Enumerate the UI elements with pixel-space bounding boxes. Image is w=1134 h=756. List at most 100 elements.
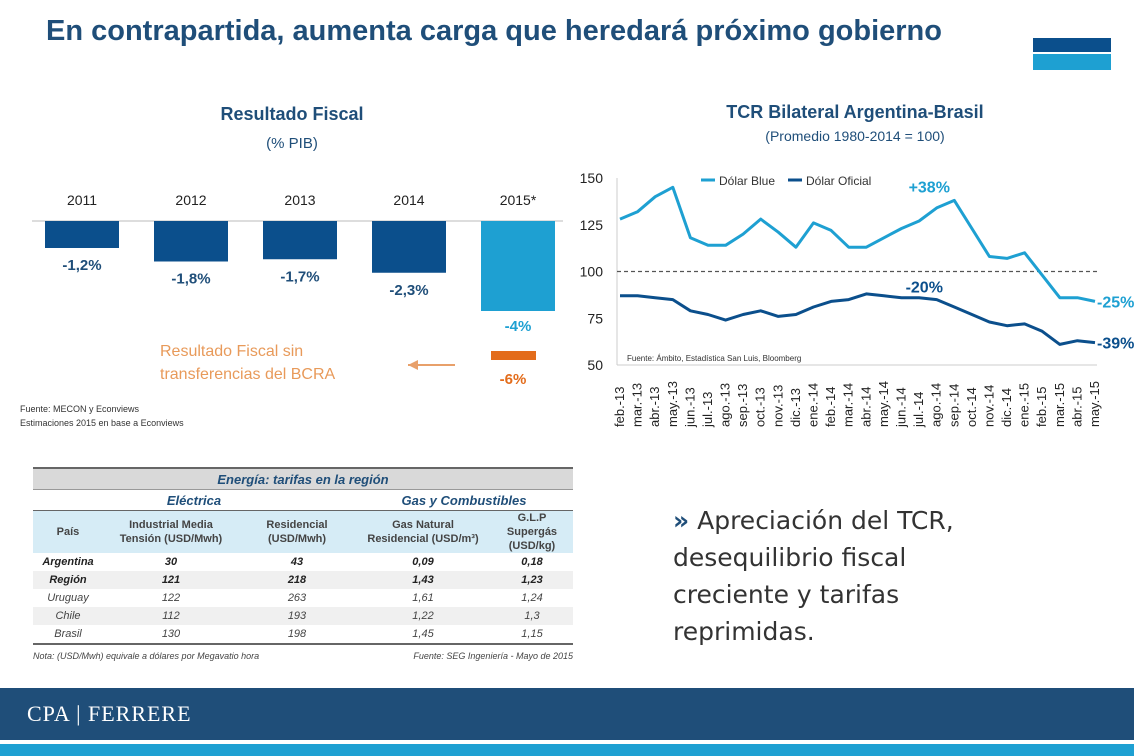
x-tick-label: ago.-14: [929, 383, 944, 427]
bullet-text: Apreciación del TCR, desequilibrio fisca…: [673, 506, 954, 646]
table-row: Chile 112 193 1,22 1,3: [33, 607, 573, 625]
x-tick-label: dic.-14: [999, 388, 1014, 427]
tcr-line-chart: TCR Bilateral Argentina-Brasil (Promedio…: [580, 102, 1134, 428]
y-tick-label: 50: [587, 357, 603, 373]
line-annotation: +38%: [909, 179, 950, 196]
footer-strip: [0, 744, 1134, 756]
col-glp: G.L.P Supergás (USD/kg): [491, 510, 573, 553]
slide-title: En contrapartida, aumenta carga que here…: [46, 15, 942, 47]
bar: [154, 221, 228, 262]
y-tick-label: 125: [580, 217, 604, 233]
legend-label-oficial: Dólar Oficial: [806, 174, 871, 188]
cell: 193: [239, 607, 355, 625]
x-tick-label: feb.-15: [1034, 387, 1049, 427]
bar-value-label: -2,3%: [389, 282, 428, 299]
bar-category-label: 2014: [393, 192, 424, 208]
line-annotation: -20%: [906, 280, 943, 297]
x-tick-label: abr.-15: [1069, 387, 1084, 427]
bullet-point: » Apreciación del TCR, desequilibrio fis…: [673, 502, 1003, 650]
chart-subtitle: (% PIB): [266, 135, 318, 152]
cell: Chile: [33, 607, 103, 625]
x-tick-label: jun.-13: [682, 387, 697, 428]
bar-value-label: -1,7%: [280, 268, 319, 285]
x-tick-label: oct.-13: [753, 387, 768, 427]
series-line: [620, 292, 1096, 346]
cell: Región: [33, 571, 103, 589]
bar-2015-sin-transferencias: [491, 351, 536, 360]
cell: Brasil: [54, 628, 82, 640]
annotation-text: Resultado Fiscal sin transferencias del …: [160, 343, 336, 383]
arrow-head-icon: [408, 360, 418, 370]
x-tick-label: feb.-14: [823, 387, 838, 427]
line-annotation: -25%: [1097, 294, 1134, 311]
energy-tariffs-table: Energía: tarifas en la región Eléctrica …: [33, 467, 573, 667]
table-row: Brasil 130 198 1,45 1,15: [33, 625, 573, 644]
x-tick-label: mar.-15: [1052, 383, 1067, 427]
bar: [45, 221, 119, 248]
bar: [372, 221, 446, 273]
x-tick-label: dic.-13: [788, 388, 803, 427]
table-row: Argentina 30 43 0,09 0,18: [33, 553, 573, 571]
legend: Dólar Blue Dólar Oficial: [701, 174, 871, 188]
x-tick-label: nov.-14: [981, 385, 996, 427]
cell: 198: [287, 628, 307, 640]
x-tick-label: oct.-14: [964, 387, 979, 427]
cell: 1,45: [412, 628, 434, 640]
y-tick-label: 75: [587, 310, 603, 326]
x-tick-label: feb.-13: [612, 387, 627, 427]
x-tick-label: may.-13: [665, 381, 680, 427]
table-note: Nota: (USD/Mwh) equivale a dólares por M…: [33, 643, 355, 667]
bar: [263, 221, 337, 260]
x-tick-label: abr.-14: [858, 387, 873, 427]
group-electrica: Eléctrica: [33, 489, 355, 511]
cell: 1,24: [521, 592, 543, 604]
x-tick-label: may.-15: [1087, 381, 1102, 427]
x-tick-label: sep.-13: [735, 384, 750, 427]
x-tick-label: ene.-15: [1017, 383, 1032, 427]
chart-title: TCR Bilateral Argentina-Brasil: [726, 102, 983, 122]
cell: 218: [239, 571, 355, 589]
bar-category-label: 2012: [175, 192, 206, 208]
cell: 1,61: [412, 592, 434, 604]
chart-source: Fuente: Ámbito, Estadística San Luis, Bl…: [627, 354, 801, 363]
cell: Uruguay: [47, 592, 89, 604]
cell: 1,15: [521, 628, 543, 640]
y-tick-label: 100: [580, 264, 604, 280]
x-tick-label: jun.-14: [893, 387, 908, 428]
y-tick-label: 150: [580, 170, 604, 186]
cell: 1,23: [491, 571, 573, 589]
chart-subtitle: (Promedio 1980-2014 = 100): [765, 128, 944, 144]
table-row: Uruguay 122 263 1,61 1,24: [33, 589, 573, 607]
footer-bar: CPA | FERRERE: [0, 688, 1134, 740]
chart-title: Resultado Fiscal: [220, 104, 363, 124]
table-title: Energía: tarifas en la región: [33, 467, 573, 490]
bar: [481, 221, 555, 311]
col-residencial: Residencial (USD/Mwh): [239, 510, 355, 553]
col-gas-natural: Gas Natural Residencial (USD/m³): [355, 510, 491, 553]
col-pais: País: [33, 510, 103, 553]
cell: 1,43: [355, 571, 491, 589]
table-source: Fuente: SEG Ingeniería - Mayo de 2015: [355, 643, 573, 667]
decor-bar-blue: [1033, 54, 1111, 70]
x-tick-label: mar.-13: [630, 383, 645, 427]
chart-source-note: Estimaciones 2015 en base a Econviews: [20, 418, 184, 428]
table-row: Región 121 218 1,43 1,23: [33, 571, 573, 589]
x-tick-label: sep.-14: [946, 384, 961, 427]
bar-value-label: -1,2%: [62, 257, 101, 274]
x-tick-label: abr.-13: [647, 387, 662, 427]
cell: 130: [161, 628, 181, 640]
bar-value-label: -4%: [505, 318, 532, 335]
bullet-mark-icon: »: [673, 506, 690, 535]
x-tick-label: may.-14: [876, 381, 891, 427]
line-annotation: -39%: [1097, 336, 1134, 353]
brand-logo: CPA | FERRERE: [27, 701, 192, 726]
col-industrial: Industrial Media Tensión (USD/Mwh): [103, 510, 239, 553]
cell: 121: [103, 571, 239, 589]
x-tick-label: ago.-13: [718, 383, 733, 427]
group-gas: Gas y Combustibles: [355, 489, 573, 511]
x-tick-label: jul.-14: [911, 392, 926, 428]
x-tick-label: jul.-13: [700, 392, 715, 428]
cell: 1,22: [355, 607, 491, 625]
cell: 0,09: [412, 556, 434, 568]
bar-value-label: -1,8%: [171, 271, 210, 288]
